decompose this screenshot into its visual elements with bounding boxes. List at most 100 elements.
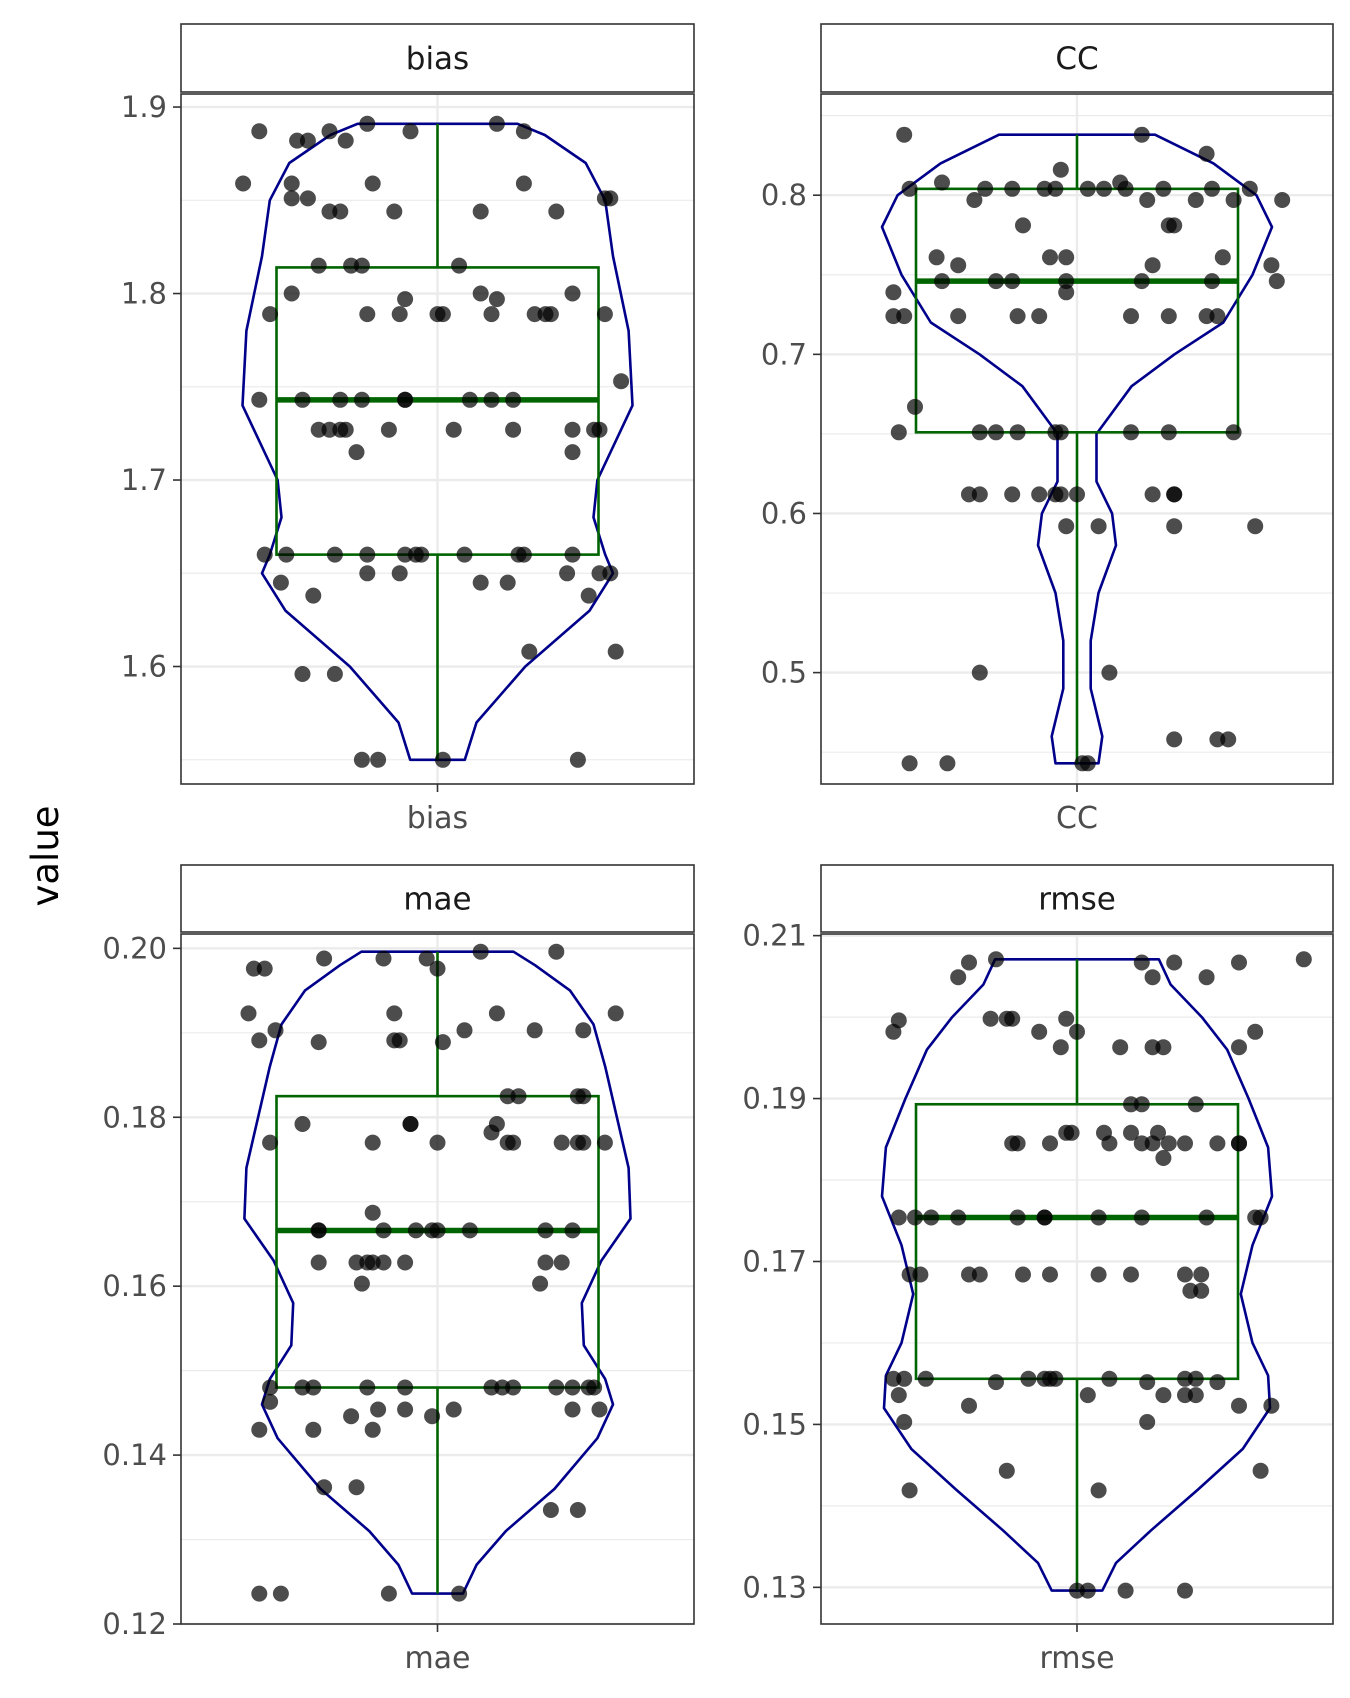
data-point — [1166, 518, 1183, 535]
data-point — [1058, 284, 1075, 301]
y-tick-label: 0.20 — [102, 931, 167, 965]
data-point — [402, 123, 419, 140]
data-point — [505, 421, 522, 438]
data-point — [923, 1209, 940, 1226]
data-point — [1177, 1266, 1193, 1283]
data-point — [294, 666, 311, 682]
data-point — [548, 943, 565, 960]
facet-strip — [820, 864, 1334, 933]
data-point — [569, 1502, 586, 1518]
box-iqr — [275, 266, 600, 556]
data-point — [262, 1379, 279, 1396]
data-point — [326, 546, 343, 563]
data-point — [1231, 1039, 1247, 1056]
data-point — [1112, 1039, 1129, 1056]
data-point — [591, 565, 608, 582]
data-point — [343, 1408, 360, 1425]
data-point — [310, 1254, 327, 1271]
data-point — [564, 1222, 581, 1239]
data-point — [1187, 1096, 1204, 1113]
data-point — [1155, 1387, 1172, 1404]
data-point — [353, 1275, 370, 1292]
data-point — [299, 190, 316, 207]
data-point — [1274, 192, 1291, 208]
data-point — [505, 1134, 522, 1151]
data-point — [971, 424, 988, 441]
data-point — [472, 943, 489, 960]
data-point — [1042, 1135, 1058, 1152]
data-point — [596, 1134, 613, 1151]
data-point — [353, 751, 370, 768]
data-point — [564, 285, 581, 302]
data-point — [472, 285, 489, 302]
data-point — [305, 1421, 322, 1438]
data-point — [1009, 1135, 1026, 1152]
violin-outline — [880, 958, 1274, 1592]
data-point — [370, 1401, 387, 1418]
data-point — [1144, 257, 1161, 274]
y-tick-label: 1.8 — [121, 277, 167, 311]
data-point — [1020, 1370, 1037, 1387]
data-point — [950, 969, 967, 986]
data-point — [1214, 249, 1231, 266]
data-point — [251, 1421, 268, 1438]
data-point — [1231, 954, 1247, 971]
data-point — [542, 1502, 559, 1518]
data-point — [1123, 1124, 1139, 1141]
data-point — [1263, 1397, 1280, 1414]
data-point — [569, 751, 586, 768]
facet-strip-label: CC — [1055, 41, 1098, 77]
data-point — [564, 1379, 581, 1396]
data-point — [251, 123, 268, 140]
panel-mae: mae 0.12 0.14 0.16 0.18 0.20 mae — [102, 864, 695, 1676]
data-point — [1015, 1266, 1031, 1283]
data-point — [896, 308, 913, 325]
data-point — [1117, 1582, 1134, 1599]
data-point — [1133, 1096, 1150, 1113]
data-point — [1090, 1482, 1107, 1499]
data-point — [1123, 308, 1139, 325]
violin-outline — [880, 133, 1274, 765]
violin-outline — [243, 950, 632, 1595]
data-point — [1090, 1266, 1107, 1283]
data-point — [499, 574, 516, 591]
data-point — [413, 546, 430, 563]
data-point — [1155, 1150, 1172, 1166]
data-point — [1004, 486, 1021, 503]
data-point — [434, 751, 451, 768]
data-point — [1177, 1135, 1193, 1152]
data-point — [451, 1585, 468, 1602]
data-point — [912, 1266, 929, 1283]
data-point — [1193, 1266, 1210, 1283]
data-point — [316, 1479, 333, 1496]
y-tick-label: 0.18 — [102, 1100, 167, 1134]
data-point — [1225, 424, 1242, 441]
data-point — [397, 391, 414, 408]
data-point — [1198, 1209, 1215, 1226]
data-point — [505, 391, 522, 408]
data-point — [332, 391, 349, 408]
data-point — [607, 643, 624, 660]
data-point — [488, 1116, 505, 1132]
data-point — [445, 1401, 462, 1418]
data-point — [1117, 180, 1134, 197]
x-tick-label: mae — [404, 1641, 470, 1676]
data-point — [310, 1222, 327, 1239]
data-point — [1052, 486, 1069, 503]
data-point — [950, 1209, 967, 1226]
data-point — [1187, 1370, 1204, 1387]
data-point — [375, 950, 392, 967]
data-point — [391, 1032, 408, 1049]
y-tick-label: 0.15 — [742, 1407, 807, 1441]
data-point — [1166, 954, 1183, 971]
data-point — [1101, 664, 1118, 681]
data-point — [337, 421, 354, 438]
data-point — [364, 175, 381, 192]
data-point — [1268, 273, 1285, 290]
data-point — [1042, 249, 1058, 266]
data-point — [1058, 273, 1075, 290]
data-point — [359, 1379, 376, 1396]
data-point — [359, 115, 376, 132]
data-point — [988, 951, 1004, 968]
